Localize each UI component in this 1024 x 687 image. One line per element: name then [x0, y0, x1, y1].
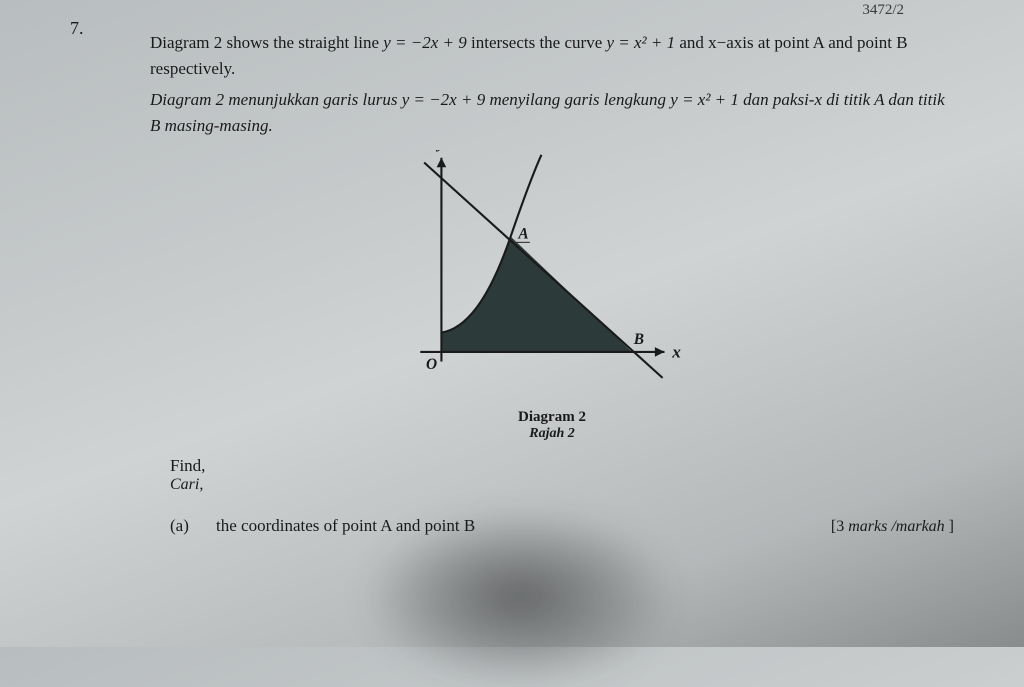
find-malay: Cari,	[170, 476, 954, 494]
shaded-region	[441, 237, 631, 352]
caption-english: Diagram 2	[518, 409, 586, 425]
label-origin: O	[426, 356, 437, 373]
marks-value: 3	[836, 518, 848, 535]
question-number: 7.	[70, 18, 84, 39]
math-diagram: y x O A B	[387, 150, 717, 400]
caption-malay: Rajah 2	[150, 426, 954, 442]
subq-label: (a)	[170, 516, 216, 536]
find-instruction: Find, Cari,	[170, 456, 954, 494]
label-point-a: A	[517, 225, 528, 242]
subq-marks: [3 marks /markah ]	[831, 518, 954, 536]
text-fragment: Diagram 2 shows the straight line	[150, 33, 383, 52]
find-english: Find,	[170, 456, 954, 476]
question-content: Diagram 2 shows the straight line y = −2…	[150, 30, 954, 536]
diagram-caption: Diagram 2 Rajah 2	[150, 409, 954, 442]
exam-page: 3472/2 7. Diagram 2 shows the straight l…	[0, 0, 1024, 536]
x-axis-arrowhead	[655, 347, 665, 357]
label-point-b: B	[633, 331, 644, 348]
label-x: x	[671, 343, 681, 362]
question-text-malay: Diagram 2 menunjukkan garis lurus y = −2…	[150, 87, 954, 138]
text-fragment: intersects the curve	[471, 33, 606, 52]
label-y: y	[436, 150, 446, 152]
sub-question-a: (a) the coordinates of point A and point…	[170, 516, 954, 536]
y-axis-arrowhead	[437, 158, 447, 168]
question-text-english: Diagram 2 shows the straight line y = −2…	[150, 30, 954, 81]
subq-text: the coordinates of point A and point B	[216, 516, 831, 536]
equation-curve: y = x² + 1	[606, 33, 675, 52]
equation-line: y = −2x + 9	[383, 33, 467, 52]
marks-unit: marks /markah	[848, 518, 948, 535]
paper-code: 3472/2	[862, 2, 904, 19]
diagram-container: y x O A B Diagram 2 Rajah 2	[150, 150, 954, 442]
